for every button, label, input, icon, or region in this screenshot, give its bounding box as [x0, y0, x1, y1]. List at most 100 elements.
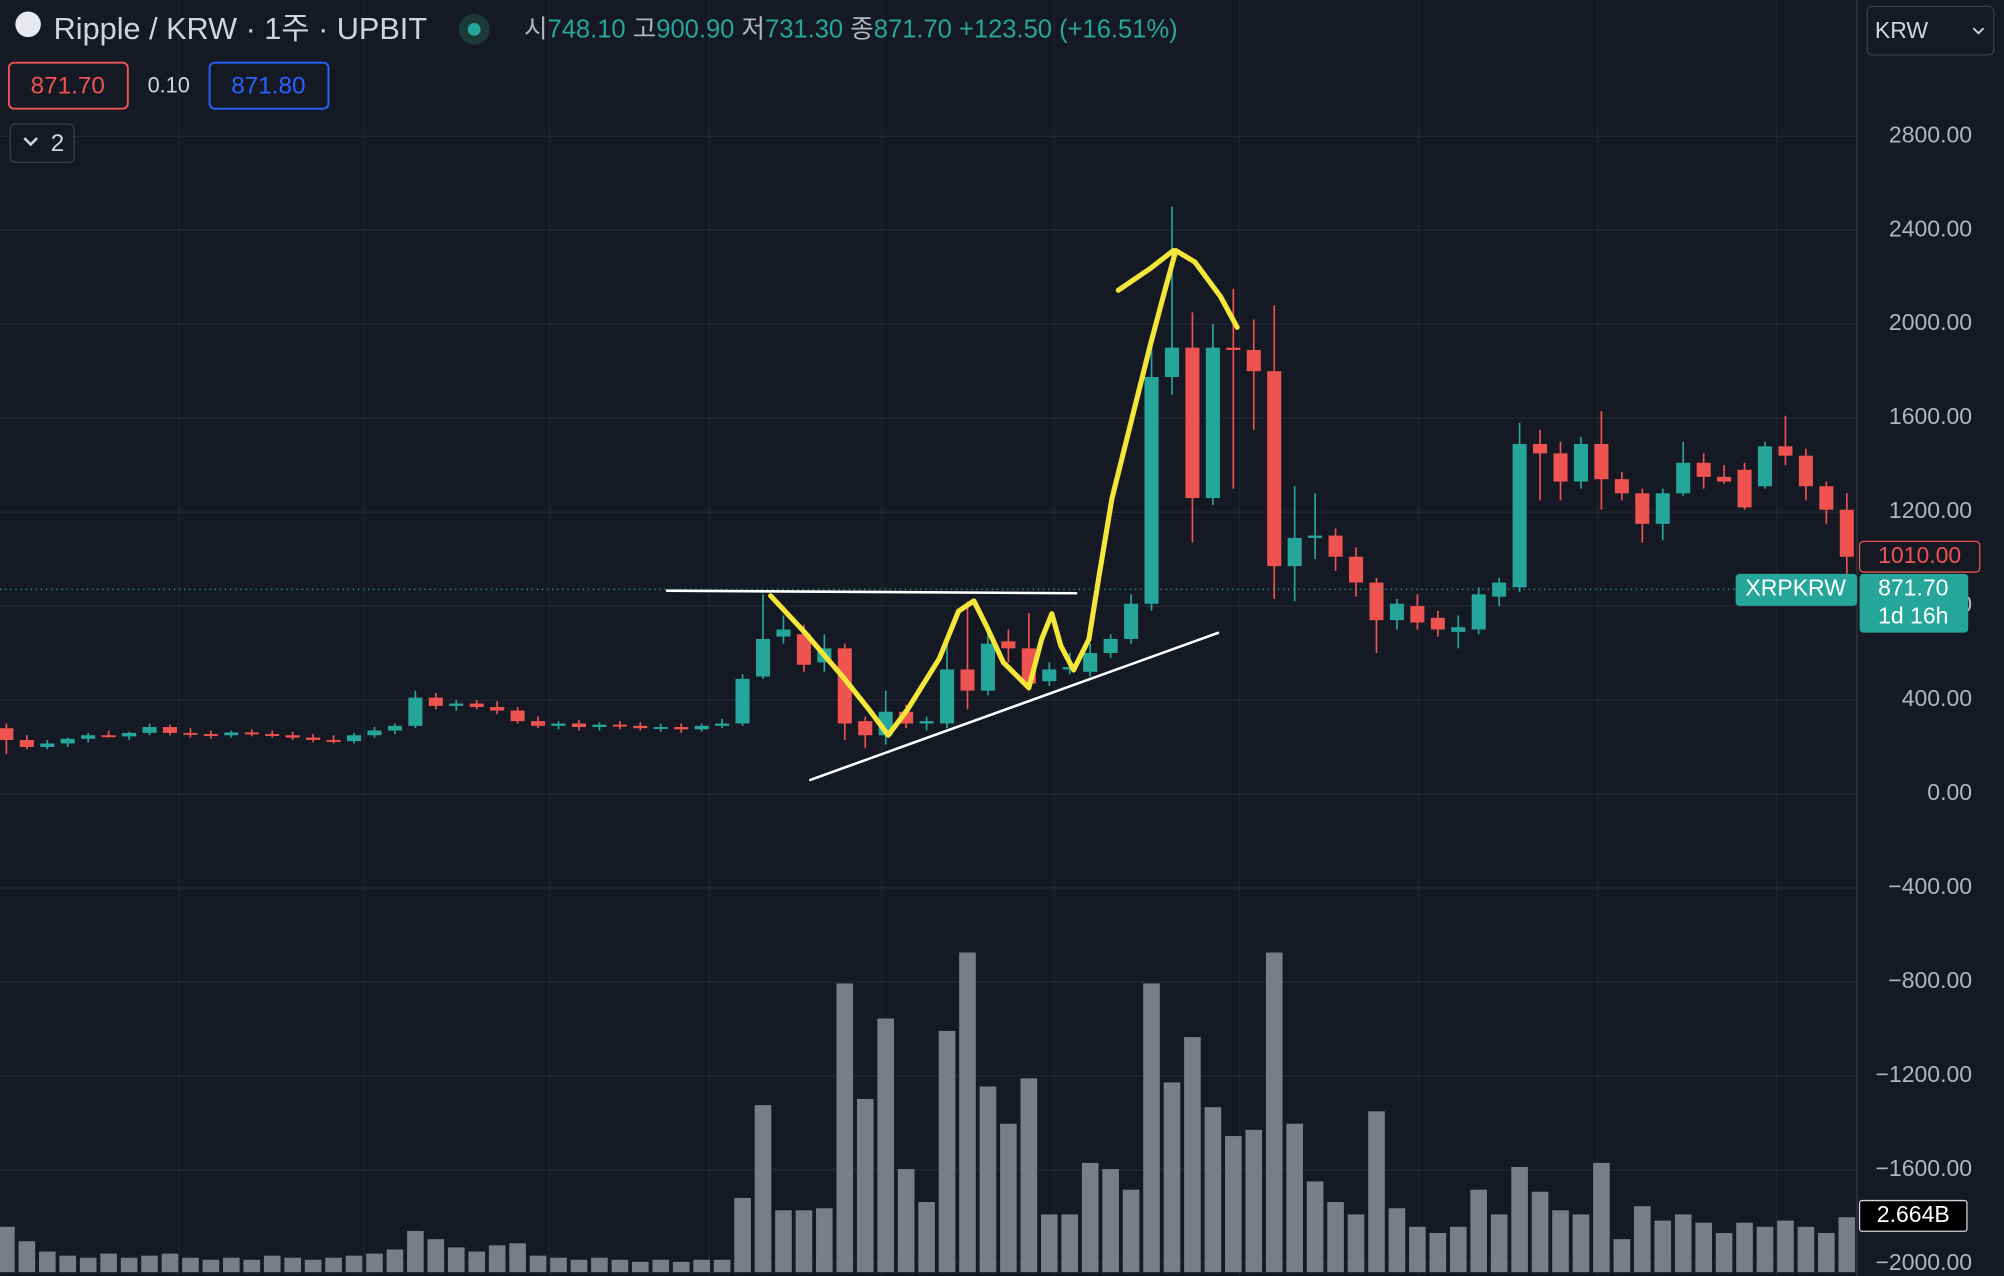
resistance-line [665, 589, 1078, 595]
y-tick-label: −400.00 [1888, 873, 1972, 899]
sell-price[interactable]: 871.70 [31, 72, 105, 99]
candle-body [1267, 371, 1282, 567]
buy-button[interactable] [208, 61, 330, 110]
volume-bar [468, 1251, 486, 1273]
candle-body [571, 723, 586, 728]
candles [0, 206, 1854, 755]
open-value: 748.10 [548, 15, 626, 43]
candle-body [1246, 350, 1261, 372]
currency[interactable]: KRW [1875, 17, 1929, 43]
candle-body [735, 678, 750, 724]
candle-body [81, 735, 96, 739]
countdown-label: 1d 16h [1878, 602, 1948, 628]
volume-bar [1040, 1214, 1058, 1273]
candle-body [551, 723, 566, 726]
candle-body [940, 669, 955, 724]
candle-body [510, 710, 525, 722]
symbol-label: XRPKRW [1745, 574, 1846, 600]
candle-body [531, 721, 546, 726]
candle-body [1594, 443, 1609, 480]
volume-bar [938, 1030, 956, 1273]
volume-bar [223, 1257, 240, 1273]
close-value: 871.70 [874, 15, 952, 43]
candle-body [1839, 509, 1854, 557]
candle-body [1757, 446, 1773, 487]
candle-body [612, 724, 627, 727]
buy-price[interactable]: 871.80 [231, 72, 305, 99]
last-volume-label: 2.664B [1877, 1201, 1950, 1227]
volume-bar [672, 1261, 690, 1273]
candle-body [1614, 479, 1629, 494]
candle-body [1471, 594, 1486, 630]
volume-bar [570, 1259, 588, 1273]
candle-body [1369, 582, 1384, 621]
indicator-toggle[interactable] [9, 123, 75, 164]
symbol-logo[interactable] [15, 11, 41, 38]
candle-body [1083, 653, 1098, 672]
volume-bar [1204, 1107, 1222, 1273]
sell-button[interactable] [7, 61, 129, 110]
candle-body [1348, 556, 1364, 583]
volume-bar [1020, 1078, 1038, 1273]
volume-bar [529, 1255, 547, 1273]
volume-bar [182, 1257, 199, 1273]
y-tick-label: 2000.00 [1889, 309, 1972, 335]
volume-bar [100, 1253, 117, 1273]
candle-body [1205, 347, 1220, 498]
symbol-title[interactable]: Ripple / KRW · 1주 · UPBIT [54, 12, 428, 46]
candle-body [346, 735, 362, 742]
volume-bar [897, 1169, 915, 1273]
candle-body [796, 634, 811, 665]
close-label: 종 [850, 15, 874, 43]
candle-body [428, 697, 443, 706]
chevron-icon [23, 137, 38, 147]
low-label: 저 [741, 15, 765, 43]
spread: 0.10 [148, 73, 190, 98]
volume-bar [632, 1261, 649, 1273]
volume-bar [795, 1210, 813, 1273]
high-label: 고 [633, 15, 657, 43]
candle-body [674, 727, 689, 730]
candle-body [919, 721, 934, 724]
candle-body [960, 669, 975, 691]
candle-body [122, 732, 137, 737]
candle-body [285, 735, 300, 738]
volume-bar [141, 1255, 158, 1273]
candle-body [1124, 603, 1139, 639]
last-close-label: 1010.00 [1878, 542, 1961, 568]
candle-body [1655, 493, 1670, 524]
volume-bar [1715, 1232, 1733, 1273]
indicator-count[interactable]: 2 [51, 130, 64, 157]
y-tick-label: 2400.00 [1889, 215, 1972, 241]
volume-bar [1531, 1191, 1549, 1273]
volume-bar [447, 1247, 465, 1273]
candle-body [142, 727, 157, 733]
volume-bar [856, 1098, 874, 1273]
currency-select[interactable] [1866, 5, 1995, 56]
volume-bar [1000, 1123, 1017, 1273]
volume-bar [836, 983, 854, 1273]
volume-bar [18, 1241, 36, 1273]
candle-body [980, 643, 995, 691]
candle-body [1389, 603, 1404, 621]
candle-body [408, 697, 423, 726]
volume-bar [1838, 1217, 1856, 1273]
volume-bar [979, 1086, 997, 1273]
high-value: 900.90 [656, 15, 734, 43]
change-value: +123.50 (+16.51%) [959, 15, 1178, 43]
volume-bar [1654, 1220, 1672, 1273]
candle-body [858, 721, 873, 736]
candle-body [694, 725, 709, 730]
candle-body [755, 638, 771, 677]
price-axis: −2000.00 −1600.00 −1200.00 −800.00 −400.00 0.… [1875, 121, 1972, 1275]
candle-body [1512, 443, 1527, 588]
candle-body [265, 734, 280, 736]
drawings [665, 248, 1240, 782]
volume-bar [734, 1197, 751, 1273]
y-tick-label: 1200.00 [1889, 497, 1972, 523]
candle-body [1103, 638, 1118, 654]
candle-body [449, 703, 464, 706]
volume-bar [1777, 1220, 1794, 1273]
